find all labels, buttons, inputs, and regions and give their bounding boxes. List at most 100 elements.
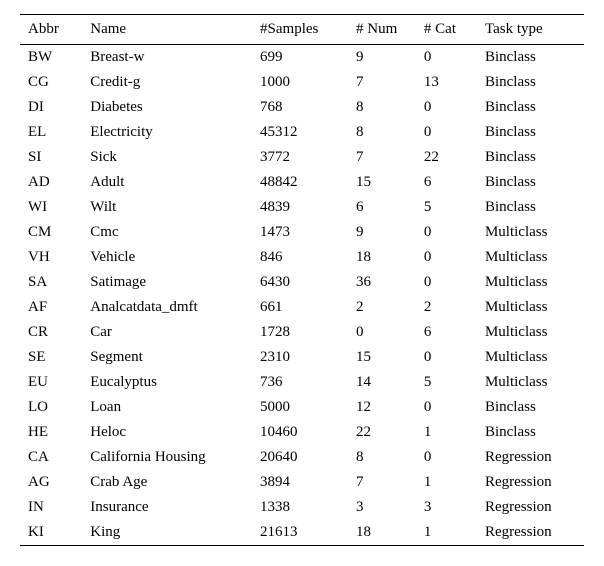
cell-num: 15	[348, 345, 416, 370]
cell-num: 7	[348, 470, 416, 495]
cell-num: 14	[348, 370, 416, 395]
table-row: SASatimage6430360Multiclass	[20, 270, 584, 295]
cell-num: 7	[348, 145, 416, 170]
cell-name: Eucalyptus	[82, 370, 252, 395]
cell-samples: 45312	[252, 120, 348, 145]
cell-num: 12	[348, 395, 416, 420]
cell-abbr: WI	[20, 195, 82, 220]
cell-task: Binclass	[477, 120, 584, 145]
cell-task: Binclass	[477, 145, 584, 170]
cell-cat: 0	[416, 120, 477, 145]
cell-num: 9	[348, 220, 416, 245]
table-row: CMCmc147390Multiclass	[20, 220, 584, 245]
table-row: CACalifornia Housing2064080Regression	[20, 445, 584, 470]
cell-samples: 3772	[252, 145, 348, 170]
cell-task: Multiclass	[477, 270, 584, 295]
cell-task: Multiclass	[477, 345, 584, 370]
table-row: VHVehicle846180Multiclass	[20, 245, 584, 270]
cell-task: Multiclass	[477, 320, 584, 345]
cell-task: Regression	[477, 495, 584, 520]
cell-abbr: LO	[20, 395, 82, 420]
cell-cat: 1	[416, 520, 477, 546]
cell-name: Segment	[82, 345, 252, 370]
cell-name: Heloc	[82, 420, 252, 445]
table-body: BWBreast-w69990Binclass CGCredit-g100071…	[20, 45, 584, 546]
cell-cat: 0	[416, 270, 477, 295]
cell-samples: 20640	[252, 445, 348, 470]
cell-abbr: CG	[20, 70, 82, 95]
cell-abbr: DI	[20, 95, 82, 120]
cell-cat: 3	[416, 495, 477, 520]
cell-samples: 48842	[252, 170, 348, 195]
table-row: AGCrab Age389471Regression	[20, 470, 584, 495]
cell-name: Electricity	[82, 120, 252, 145]
header-row: Abbr Name #Samples # Num # Cat Task type	[20, 15, 584, 45]
cell-cat: 6	[416, 320, 477, 345]
cell-abbr: SI	[20, 145, 82, 170]
cell-abbr: BW	[20, 45, 82, 71]
cell-abbr: IN	[20, 495, 82, 520]
cell-abbr: HE	[20, 420, 82, 445]
col-header-samples: #Samples	[252, 15, 348, 45]
cell-num: 15	[348, 170, 416, 195]
cell-samples: 661	[252, 295, 348, 320]
cell-cat: 0	[416, 245, 477, 270]
cell-abbr: CM	[20, 220, 82, 245]
cell-samples: 4839	[252, 195, 348, 220]
cell-task: Binclass	[477, 395, 584, 420]
cell-num: 9	[348, 45, 416, 71]
cell-abbr: CR	[20, 320, 82, 345]
col-header-abbr: Abbr	[20, 15, 82, 45]
cell-samples: 21613	[252, 520, 348, 546]
cell-task: Regression	[477, 520, 584, 546]
cell-samples: 6430	[252, 270, 348, 295]
table-row: SESegment2310150Multiclass	[20, 345, 584, 370]
cell-name: Loan	[82, 395, 252, 420]
cell-name: Insurance	[82, 495, 252, 520]
cell-name: Satimage	[82, 270, 252, 295]
cell-samples: 1000	[252, 70, 348, 95]
cell-abbr: EL	[20, 120, 82, 145]
cell-abbr: VH	[20, 245, 82, 270]
cell-num: 3	[348, 495, 416, 520]
cell-name: California Housing	[82, 445, 252, 470]
cell-samples: 699	[252, 45, 348, 71]
table-row: SISick3772722Binclass	[20, 145, 584, 170]
cell-task: Binclass	[477, 45, 584, 71]
cell-samples: 10460	[252, 420, 348, 445]
table-row: KIKing21613181Regression	[20, 520, 584, 546]
cell-abbr: AD	[20, 170, 82, 195]
cell-num: 0	[348, 320, 416, 345]
cell-task: Regression	[477, 470, 584, 495]
cell-task: Multiclass	[477, 295, 584, 320]
cell-cat: 5	[416, 370, 477, 395]
cell-name: Car	[82, 320, 252, 345]
cell-samples: 768	[252, 95, 348, 120]
cell-num: 8	[348, 95, 416, 120]
cell-name: Analcatdata_dmft	[82, 295, 252, 320]
cell-num: 18	[348, 245, 416, 270]
cell-num: 8	[348, 120, 416, 145]
cell-task: Binclass	[477, 70, 584, 95]
cell-samples: 1728	[252, 320, 348, 345]
cell-cat: 1	[416, 420, 477, 445]
cell-name: Credit-g	[82, 70, 252, 95]
table-row: CRCar172806Multiclass	[20, 320, 584, 345]
cell-cat: 1	[416, 470, 477, 495]
cell-samples: 5000	[252, 395, 348, 420]
cell-samples: 736	[252, 370, 348, 395]
cell-num: 36	[348, 270, 416, 295]
table-row: INInsurance133833Regression	[20, 495, 584, 520]
table-row: AFAnalcatdata_dmft66122Multiclass	[20, 295, 584, 320]
table-row: BWBreast-w69990Binclass	[20, 45, 584, 71]
table-row: DIDiabetes76880Binclass	[20, 95, 584, 120]
table-row: HEHeloc10460221Binclass	[20, 420, 584, 445]
cell-num: 22	[348, 420, 416, 445]
cell-name: Breast-w	[82, 45, 252, 71]
cell-num: 7	[348, 70, 416, 95]
cell-name: Crab Age	[82, 470, 252, 495]
cell-name: Vehicle	[82, 245, 252, 270]
table-row: LOLoan5000120Binclass	[20, 395, 584, 420]
cell-task: Binclass	[477, 170, 584, 195]
cell-cat: 13	[416, 70, 477, 95]
